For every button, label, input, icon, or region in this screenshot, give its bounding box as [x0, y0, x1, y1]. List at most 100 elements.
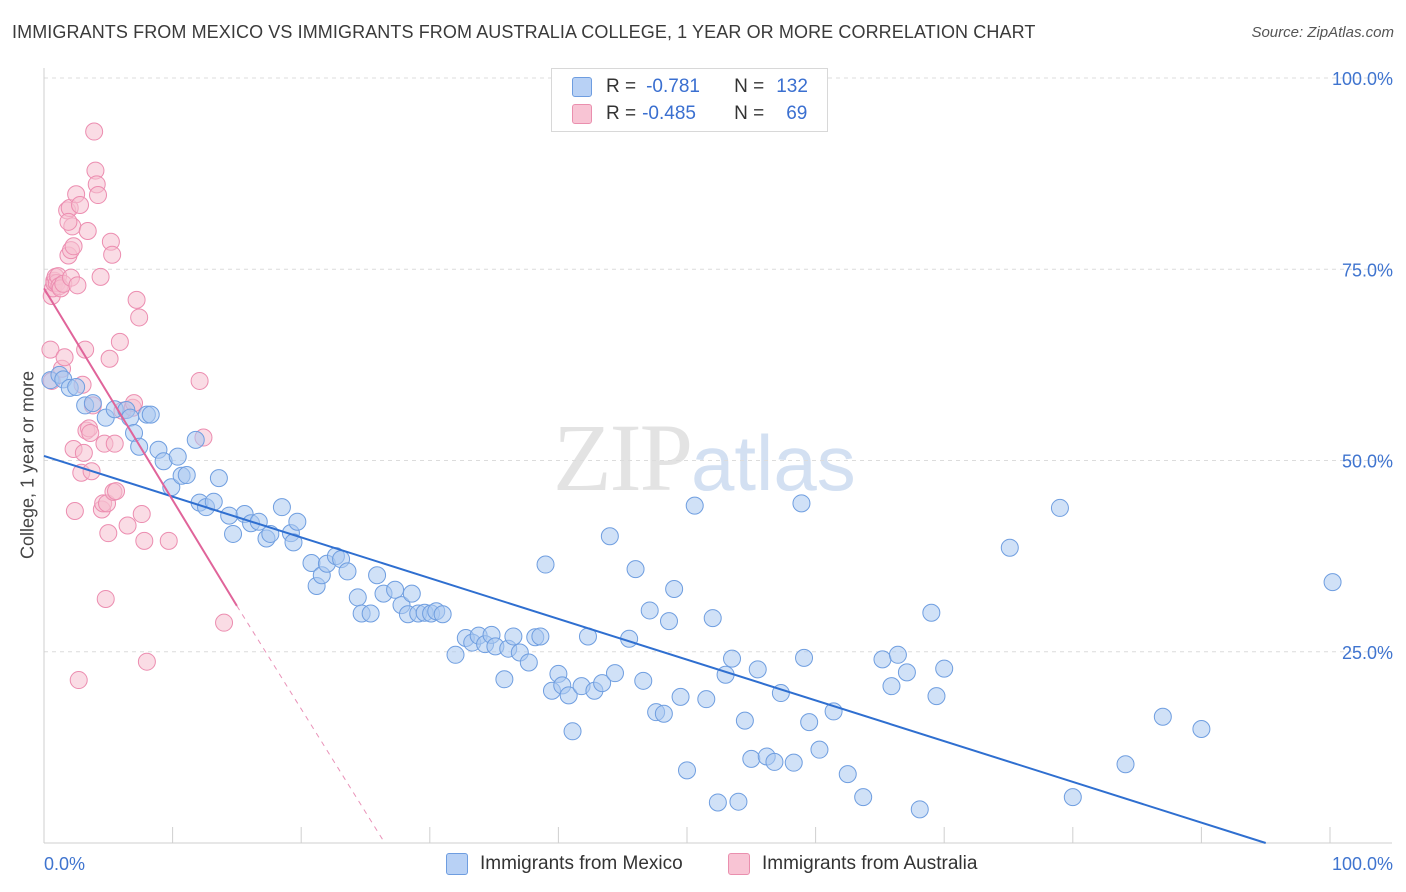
data-point-mexico	[723, 649, 742, 668]
data-point-australia	[135, 531, 154, 550]
data-point-mexico	[224, 524, 243, 543]
data-point-mexico	[765, 752, 784, 771]
data-point-mexico	[748, 660, 767, 679]
data-point-mexico	[1116, 755, 1135, 774]
data-point-australia	[41, 340, 60, 359]
data-point-mexico	[1153, 707, 1172, 726]
y-tick-label: 25.0%	[1342, 643, 1393, 663]
data-point-australia	[118, 516, 137, 535]
legend-r-value: -0.781	[646, 76, 700, 97]
data-point-mexico	[504, 627, 523, 646]
data-point-mexico	[784, 753, 803, 772]
legend-row-australia: R = -0.485 N = 69	[572, 102, 807, 126]
data-point-australia	[137, 652, 156, 671]
x-tick-label: 0.0%	[44, 854, 85, 874]
legend-r-value: -0.485	[642, 103, 696, 124]
data-point-mexico	[659, 612, 678, 631]
data-point-mexico	[927, 687, 946, 706]
data-point-australia	[127, 290, 146, 309]
legend-swatch-mexico	[572, 77, 592, 97]
bottom-legend-label-australia: Immigrants from Australia	[762, 853, 978, 874]
data-point-mexico	[141, 405, 160, 424]
x-tick-label: 100.0%	[1332, 854, 1393, 874]
data-point-australia	[91, 267, 110, 286]
data-point-australia	[68, 276, 87, 295]
data-point-mexico	[495, 670, 514, 689]
data-point-australia	[110, 332, 129, 351]
data-point-mexico	[519, 653, 538, 672]
data-point-australia	[89, 186, 108, 205]
data-point-australia	[100, 349, 119, 368]
trendline-mexico	[43, 454, 1267, 844]
bottom-legend-mexico: Immigrants from Mexico	[446, 852, 683, 876]
legend-n-label: N =	[734, 76, 765, 97]
legend-swatch-australia	[572, 104, 592, 124]
data-point-mexico	[882, 677, 901, 696]
data-point-mexico	[559, 686, 578, 705]
data-point-mexico	[735, 711, 754, 730]
data-point-australia	[74, 443, 93, 462]
data-point-mexico	[838, 765, 857, 784]
legend-n-label: N =	[734, 103, 765, 124]
legend-n-value: 132	[776, 76, 808, 97]
watermark-atlas: atlas	[691, 419, 856, 507]
bottom-legend-swatch-australia	[728, 853, 750, 875]
data-point-mexico	[67, 378, 86, 397]
data-point-australia	[132, 505, 151, 524]
data-point-australia	[103, 245, 122, 264]
data-point-mexico	[910, 800, 929, 819]
data-point-mexico	[922, 603, 941, 622]
data-point-mexico	[800, 713, 819, 732]
data-point-mexico	[665, 580, 684, 599]
data-point-australia	[99, 524, 118, 543]
data-point-mexico	[685, 496, 704, 515]
data-point-mexico	[121, 408, 140, 427]
data-point-mexico	[810, 740, 829, 759]
legend-r-label: R =	[606, 103, 637, 124]
data-point-mexico	[361, 604, 380, 623]
data-point-mexico	[640, 601, 659, 620]
data-point-mexico	[742, 749, 761, 768]
data-point-mexico	[531, 627, 550, 646]
data-point-mexico	[338, 562, 357, 581]
data-point-mexico	[209, 469, 228, 488]
data-point-australia	[85, 122, 104, 141]
watermark: ZIPatlas	[553, 402, 856, 513]
data-point-mexico	[671, 687, 690, 706]
data-point-mexico	[897, 663, 916, 682]
data-point-mexico	[386, 580, 405, 599]
data-point-australia	[81, 423, 100, 442]
watermark-zip: ZIP	[553, 404, 693, 511]
data-point-australia	[159, 531, 178, 550]
data-point-mexico	[729, 792, 748, 811]
data-point-mexico	[935, 659, 954, 678]
data-point-mexico	[177, 466, 196, 485]
data-point-australia	[55, 348, 74, 367]
data-point-mexico	[402, 584, 421, 603]
data-point-australia	[69, 671, 88, 690]
legend-row-mexico: R = -0.781 N = 132	[572, 75, 808, 99]
data-point-australia	[215, 613, 234, 632]
data-point-australia	[107, 482, 126, 501]
bottom-legend-swatch-mexico	[446, 853, 468, 875]
data-point-australia	[71, 195, 90, 214]
chart-title: IMMIGRANTS FROM MEXICO VS IMMIGRANTS FRO…	[12, 22, 1036, 42]
legend-n-value: 69	[786, 103, 808, 124]
data-point-mexico	[433, 605, 452, 624]
data-point-mexico	[288, 512, 307, 531]
y-tick-label: 100.0%	[1332, 69, 1393, 89]
source-label: Source: ZipAtlas.com	[1251, 24, 1394, 41]
data-point-mexico	[348, 588, 367, 607]
data-point-mexico	[697, 690, 716, 709]
data-point-australia	[105, 434, 124, 453]
data-point-mexico	[284, 533, 303, 552]
data-point-mexico	[536, 555, 555, 574]
data-point-mexico	[634, 671, 653, 690]
data-point-mexico	[888, 645, 907, 664]
data-point-mexico	[605, 664, 624, 683]
data-point-mexico	[600, 527, 619, 546]
data-point-australia	[64, 237, 83, 256]
data-point-australia	[78, 222, 97, 240]
data-point-mexico	[873, 650, 892, 669]
